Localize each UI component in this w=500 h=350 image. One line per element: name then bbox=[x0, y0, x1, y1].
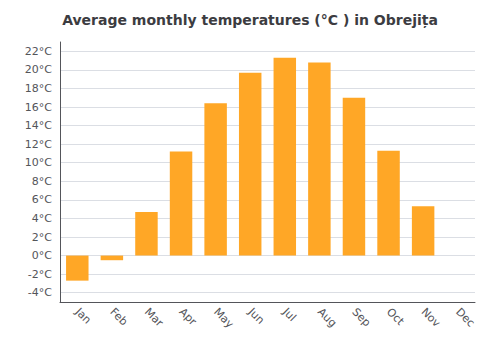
svg-text:Dec: Dec bbox=[453, 305, 477, 329]
svg-text:14°C: 14°C bbox=[25, 119, 52, 132]
svg-text:12°C: 12°C bbox=[25, 138, 52, 151]
svg-text:May: May bbox=[211, 305, 237, 331]
svg-text:Mar: Mar bbox=[142, 305, 166, 329]
svg-text:Aug: Aug bbox=[315, 305, 339, 329]
svg-text:Jan: Jan bbox=[72, 305, 94, 327]
svg-text:-2°C: -2°C bbox=[28, 268, 52, 281]
svg-text:18°C: 18°C bbox=[25, 82, 52, 95]
svg-text:Feb: Feb bbox=[107, 305, 130, 328]
svg-text:22°C: 22°C bbox=[25, 45, 52, 58]
svg-text:Average monthly temperatures (: Average monthly temperatures (°C ) in Ob… bbox=[62, 12, 438, 29]
svg-text:Apr: Apr bbox=[176, 305, 199, 328]
svg-text:0°C: 0°C bbox=[32, 249, 52, 262]
svg-text:Nov: Nov bbox=[419, 305, 444, 330]
svg-text:8°C: 8°C bbox=[32, 175, 52, 188]
svg-text:-4°C: -4°C bbox=[28, 286, 52, 299]
svg-text:16°C: 16°C bbox=[25, 101, 52, 114]
svg-text:4°C: 4°C bbox=[32, 212, 52, 225]
svg-text:Jun: Jun bbox=[245, 305, 267, 327]
svg-text:2°C: 2°C bbox=[32, 231, 52, 244]
svg-text:6°C: 6°C bbox=[32, 193, 52, 206]
svg-text:Oct: Oct bbox=[384, 305, 407, 328]
svg-text:10°C: 10°C bbox=[25, 156, 52, 169]
svg-text:Sep: Sep bbox=[349, 305, 373, 329]
svg-text:Jul: Jul bbox=[279, 305, 298, 324]
svg-text:20°C: 20°C bbox=[25, 63, 52, 76]
